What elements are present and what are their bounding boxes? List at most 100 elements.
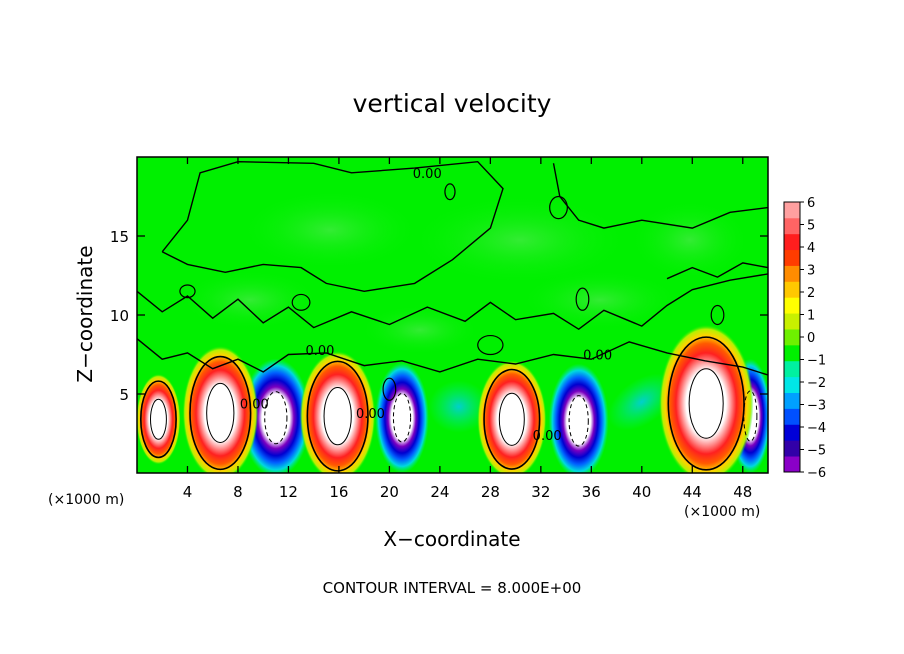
y-axis-label: Z−coordinate [73,245,97,382]
y-tick-label: 15 [110,228,129,246]
texture-patch [630,200,750,280]
colorbar-tick-label: −3 [807,399,826,414]
contour-label: 0.00 [583,349,612,364]
zero-contour [306,360,369,472]
positive-contour [688,368,724,439]
updraft-cell [137,373,181,465]
downdraft-cell [241,358,311,473]
colorbar-tick-label: −2 [807,376,826,391]
zero-contour-loop [477,334,504,356]
zero-contour-line [552,163,768,229]
x-tick-label: 12 [279,483,298,501]
y-tick-label: 10 [110,307,129,325]
x-tick-label: 20 [380,483,399,501]
positive-contour [150,398,167,440]
zero-contour [139,380,177,459]
texture-patch [240,190,420,270]
x-unit-left: (×1000 m) [48,492,124,508]
positive-contour [498,392,525,446]
contour-label: 0.00 [533,429,562,444]
colorbar-swatch [784,360,800,378]
x-tick-label: 48 [733,483,752,501]
x-tick-label: 32 [531,483,550,501]
negative-contour [264,391,288,445]
zero-contour [483,368,541,470]
colorbar-tick-label: −6 [807,466,826,481]
colorbar-swatch [784,233,800,251]
colorbar-swatch [784,392,800,409]
zero-contour-loop [549,195,568,220]
colorbar-swatch [784,376,800,393]
colorbar-swatch [784,440,800,457]
negative-contour [392,392,412,443]
x-tick-label: 44 [683,483,702,501]
negative-contour [743,390,758,442]
x-axis-label: X−coordinate [383,527,520,551]
plot-area [137,157,768,473]
downdraft-cell [375,362,429,473]
x-unit-right: (×1000 m) [684,504,760,520]
zero-contour-line [666,262,768,280]
colorbar-tick-label: −4 [807,421,826,436]
zero-contour-line [137,338,768,376]
y-axis-ticks: 5 10 15 [110,228,768,404]
updraft-cell [299,350,376,473]
negative-contour [568,395,589,447]
colorbar-swatch [784,408,800,425]
x-tick-label: 8 [233,483,243,501]
zero-contour [667,336,745,471]
colorbar-tick-label: 4 [807,241,815,256]
colorbar-swatch [784,281,800,298]
colorbar-swatch [784,297,800,314]
zero-contour-loop [382,377,397,401]
contour-interval-note: CONTOUR INTERVAL = 8.000E+00 [323,579,582,597]
colorbar-tick-label: −5 [807,444,826,459]
colorbar-swatch [784,265,800,282]
zero-contour-loop [291,293,311,311]
contour-labels: 0.00 0.00 0.00 0.00 0.00 0.00 [240,167,612,444]
x-tick-label: 24 [430,483,449,501]
positive-contour [323,386,352,446]
background-texture [180,190,750,433]
convective-cells [137,324,768,473]
colorbar-tick-label: 6 [807,196,815,211]
x-axis-ticks: 4 8 12 16 20 24 28 32 36 40 44 48 [183,157,752,501]
colorbar-swatch [784,329,800,346]
texture-patch [180,270,320,330]
chart-title: vertical velocity [353,89,552,118]
colorbar-tick-label: −1 [807,354,826,369]
colorbar-tick-label: 5 [807,219,815,234]
zero-contour-loop [575,287,590,311]
x-tick-label: 4 [183,483,193,501]
colorbar-swatch [784,456,800,473]
texture-patch [520,270,680,330]
updraft-cell [658,324,754,473]
zero-contour-loop [444,183,456,201]
contour-label: 0.00 [413,167,442,182]
updraft-cell [477,360,547,473]
colorbar-swatch [784,202,800,219]
contour-label: 0.00 [240,397,269,412]
colorbar-swatch [784,313,800,330]
colorbar-tick-label: 0 [807,331,815,346]
positive-contour [206,382,235,444]
contour-label: 0.00 [306,344,335,359]
x-tick-label: 36 [582,483,601,501]
zero-contour [189,355,252,471]
y-tick-label: 5 [119,386,129,404]
texture-patch [360,305,480,355]
zero-contour-loop [710,304,725,326]
x-tick-label: 40 [632,483,651,501]
updraft-cell [182,345,259,473]
x-tick-label: 28 [481,483,500,501]
zero-contours [137,160,768,472]
zero-contour-line [137,273,768,331]
colorbar-swatch [784,249,800,266]
colorbar-tick-label: 1 [807,309,815,324]
colorbar-tick-label: 3 [807,264,815,279]
texture-patch [410,195,630,285]
colorbar-tick-label: 2 [807,286,815,301]
x-tick-label: 16 [329,483,348,501]
colorbar-swatch [784,344,800,362]
